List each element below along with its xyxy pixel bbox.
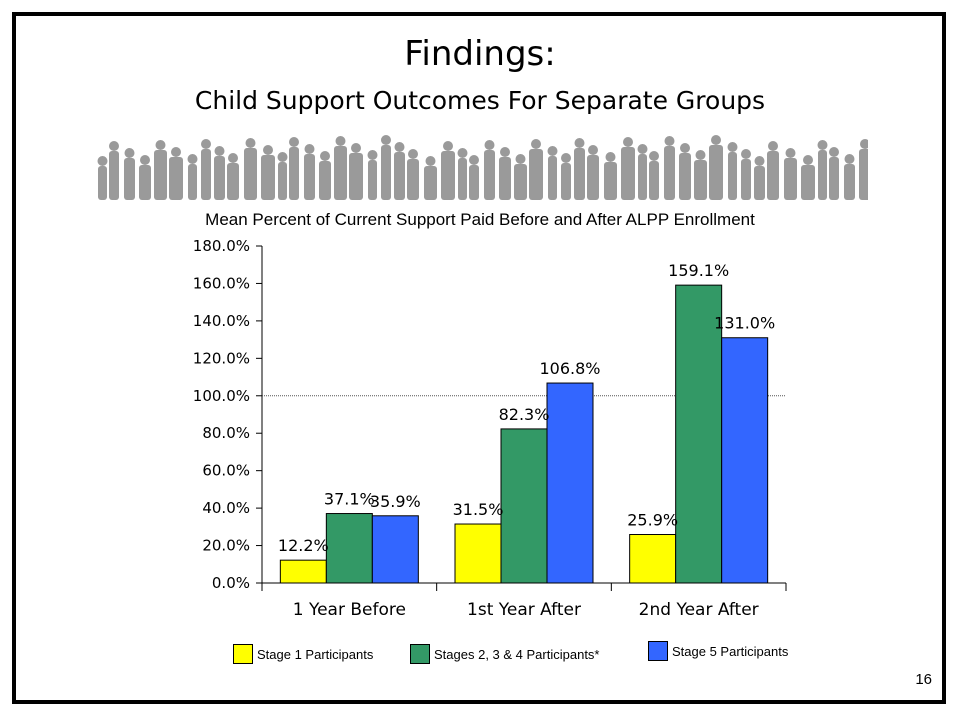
y-tick-label: 0.0%: [212, 574, 250, 592]
legend-swatch-stage-1: [233, 644, 253, 664]
chart-title: Mean Percent of Current Support Paid Bef…: [205, 210, 755, 229]
data-label: 31.5%: [453, 500, 504, 519]
legend-label-stage-5: Stage 5 Participants: [672, 644, 789, 659]
data-label: 159.1%: [668, 261, 729, 280]
x-tick-label: 2nd Year After: [639, 600, 759, 620]
slide-frame: [12, 12, 946, 704]
bar: [546, 382, 594, 584]
bar: [500, 428, 548, 584]
bar: [454, 523, 502, 584]
y-tick-label: 180.0%: [193, 237, 250, 255]
y-tick-label: 80.0%: [202, 424, 250, 442]
y-tick-label: 40.0%: [202, 499, 250, 517]
y-tick-label: 20.0%: [202, 537, 250, 555]
x-tick-label: 1st Year After: [467, 600, 581, 620]
x-tick-label: 1 Year Before: [293, 600, 406, 620]
bar: [721, 337, 769, 584]
data-label: 131.0%: [714, 314, 775, 333]
data-label: 25.9%: [627, 511, 678, 530]
slide-title: Findings:: [404, 34, 556, 74]
y-tick-label: 100.0%: [193, 387, 250, 405]
data-label: 12.2%: [278, 536, 329, 555]
data-label: 82.3%: [499, 405, 550, 424]
page-number: 16: [915, 671, 932, 688]
data-label: 35.9%: [370, 492, 421, 511]
bar: [325, 513, 373, 584]
y-tick-label: 140.0%: [193, 312, 250, 330]
bar: [629, 534, 677, 584]
legend-label-stages-2-3-4: Stages 2, 3 & 4 Participants*: [434, 647, 600, 662]
data-label: 106.8%: [539, 359, 600, 378]
legend-swatch-stages-2-3-4: [410, 644, 430, 664]
data-label: 37.1%: [324, 490, 375, 509]
y-tick-label: 160.0%: [193, 274, 250, 292]
legend-label-stage-1: Stage 1 Participants: [257, 647, 374, 662]
people-silhouette-icon: [97, 135, 868, 200]
legend-swatch-stage-5: [648, 641, 668, 661]
slide-subtitle: Child Support Outcomes For Separate Grou…: [194, 86, 766, 115]
y-tick-label: 120.0%: [193, 349, 250, 367]
y-tick-label: 60.0%: [202, 462, 250, 480]
bar: [279, 559, 327, 584]
bar: [675, 284, 723, 584]
bar: [371, 515, 419, 584]
